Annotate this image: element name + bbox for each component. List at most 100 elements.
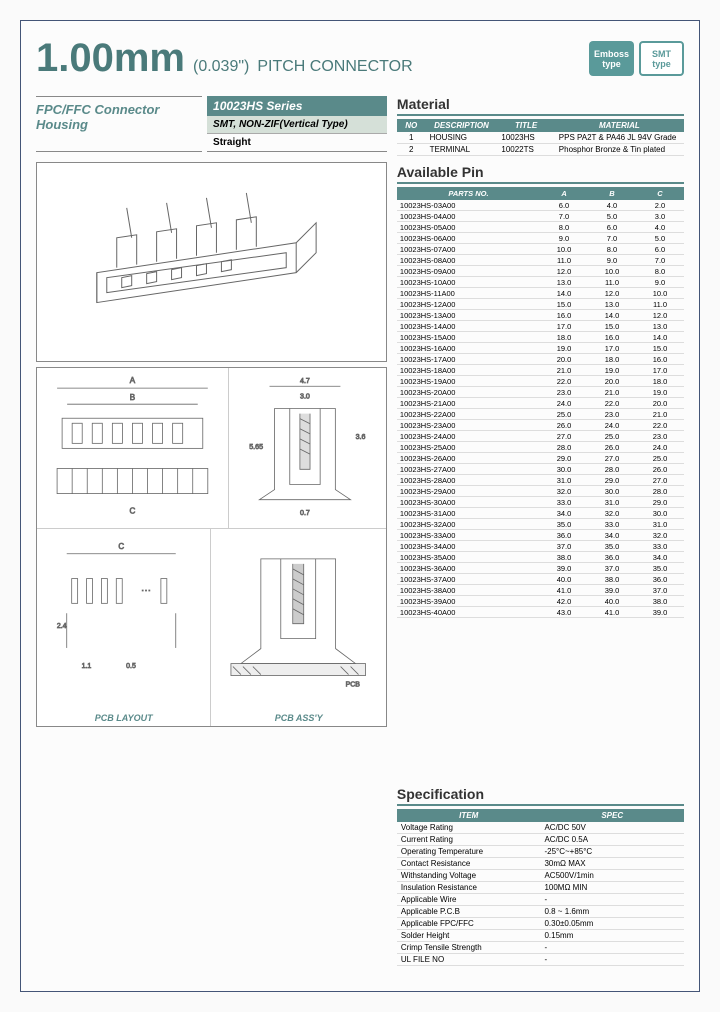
svg-text:5.65: 5.65 [249, 443, 263, 451]
series-type: SMT, NON-ZIF(Vertical Type) [207, 116, 387, 134]
pin-row: 10023HS-15A0018.016.014.0 [397, 332, 684, 343]
header: 1.00mm (0.039") PITCH CONNECTOR Emboss t… [36, 36, 684, 81]
spec-row: Crimp Tensile Strength- [397, 942, 684, 954]
pin-row: 10023HS-21A0024.022.020.0 [397, 398, 684, 409]
type-badges: Emboss type SMT type [589, 41, 684, 76]
svg-text:1.1: 1.1 [82, 663, 92, 670]
diagram-area: A B [36, 162, 387, 966]
spec-row: Voltage RatingAC/DC 50V [397, 822, 684, 834]
pin-row: 10023HS-38A0041.039.037.0 [397, 585, 684, 596]
pin-row: 10023HS-39A0042.040.038.0 [397, 596, 684, 607]
pcb-assy-view: PCB PCB ASS'Y [211, 529, 385, 726]
material-row: 2TERMINAL10022TSPhosphor Bronze & Tin pl… [397, 144, 684, 156]
spec-row: UL FILE NO- [397, 954, 684, 966]
spec-row: Operating Temperature-25°C~+85°C [397, 846, 684, 858]
right-column: Material NODESCRIPTIONTITLEMATERIAL 1HOU… [397, 96, 684, 966]
specification-table: ITEMSPEC Voltage RatingAC/DC 50VCurrent … [397, 809, 684, 966]
isometric-view [36, 162, 387, 362]
pin-row: 10023HS-03A006.04.02.0 [397, 200, 684, 211]
pin-row: 10023HS-16A0019.017.015.0 [397, 343, 684, 354]
pin-row: 10023HS-37A0040.038.036.0 [397, 574, 684, 585]
pin-row: 10023HS-27A0030.028.026.0 [397, 464, 684, 475]
pin-row: 10023HS-34A0037.035.033.0 [397, 541, 684, 552]
spec-row: Insulation Resistance100MΩ MIN [397, 882, 684, 894]
series-block: FPC/FFC Connector Housing 10023HS Series… [36, 96, 387, 152]
pin-row: 10023HS-09A0012.010.08.0 [397, 266, 684, 277]
table-header: PARTS NO. [397, 187, 540, 200]
pin-row: 10023HS-11A0014.012.010.0 [397, 288, 684, 299]
technical-views: A B [36, 367, 387, 727]
side-section-view: 4.7 3.0 [229, 368, 386, 528]
spec-row: Withstanding VoltageAC500V/1min [397, 870, 684, 882]
material-title: Material [397, 96, 684, 116]
page-frame: 1.00mm (0.039") PITCH CONNECTOR Emboss t… [20, 20, 700, 992]
table-header: NO [397, 119, 426, 132]
category-line1: FPC/FFC Connector [36, 102, 202, 117]
pin-row: 10023HS-17A0020.018.016.0 [397, 354, 684, 365]
specification-title: Specification [397, 786, 684, 806]
svg-text:A: A [130, 376, 136, 385]
pin-row: 10023HS-36A0039.037.035.0 [397, 563, 684, 574]
svg-text:C: C [130, 507, 136, 516]
left-column: FPC/FFC Connector Housing 10023HS Series… [36, 96, 387, 966]
front-view: A B [37, 368, 229, 528]
pin-row: 10023HS-04A007.05.03.0 [397, 211, 684, 222]
svg-text:⋯: ⋯ [141, 585, 151, 596]
spec-row: Solder Height0.15mm [397, 930, 684, 942]
svg-text:C: C [118, 542, 124, 551]
emboss-badge: Emboss type [589, 41, 634, 76]
datasheet-page: 1.00mm (0.039") PITCH CONNECTOR Emboss t… [0, 0, 720, 1012]
table-header: MATERIAL [555, 119, 684, 132]
pin-row: 10023HS-07A0010.08.06.0 [397, 244, 684, 255]
series-info: 10023HS Series SMT, NON-ZIF(Vertical Typ… [207, 96, 387, 152]
svg-text:0.5: 0.5 [126, 663, 136, 670]
specification-section: Specification ITEMSPEC Voltage RatingAC/… [397, 786, 684, 966]
pin-row: 10023HS-24A0027.025.023.0 [397, 431, 684, 442]
pcb-layout-view: C ⋯ [37, 529, 211, 726]
spec-row: Current RatingAC/DC 0.5A [397, 834, 684, 846]
table-header: SPEC [540, 809, 684, 822]
pcb-layout-drawing: C ⋯ [37, 529, 210, 707]
pcb-layout-label: PCB LAYOUT [95, 713, 153, 723]
material-table: NODESCRIPTIONTITLEMATERIAL 1HOUSING10023… [397, 119, 684, 156]
pitch-label: PITCH CONNECTOR [257, 58, 412, 76]
pin-row: 10023HS-31A0034.032.030.0 [397, 508, 684, 519]
table-header: C [636, 187, 684, 200]
pin-row: 10023HS-23A0026.024.022.0 [397, 420, 684, 431]
svg-text:0.7: 0.7 [300, 509, 310, 517]
connector-iso-drawing [37, 163, 386, 362]
pin-row: 10023HS-32A0035.033.031.0 [397, 519, 684, 530]
sub-pitch-size: (0.039") [193, 58, 249, 76]
svg-text:PCB: PCB [346, 682, 361, 689]
category-line2: Housing [36, 117, 202, 132]
svg-text:3.0: 3.0 [300, 392, 310, 400]
spec-row: Applicable Wire- [397, 894, 684, 906]
pin-row: 10023HS-12A0015.013.011.0 [397, 299, 684, 310]
table-header: A [540, 187, 588, 200]
pin-row: 10023HS-40A0043.041.039.0 [397, 607, 684, 618]
title-block: 1.00mm (0.039") PITCH CONNECTOR [36, 36, 413, 81]
svg-text:4.7: 4.7 [300, 377, 310, 385]
pcb-assy-label: PCB ASS'Y [275, 713, 323, 723]
main-pitch-size: 1.00mm [36, 36, 185, 81]
spec-row: Applicable P.C.B0.8 ~ 1.6mm [397, 906, 684, 918]
front-view-drawing: A B [37, 368, 228, 529]
spec-row: Contact Resistance30mΩ MAX [397, 858, 684, 870]
svg-text:2.4: 2.4 [57, 623, 67, 630]
table-header: TITLE [497, 119, 554, 132]
pcb-assy-drawing: PCB [211, 529, 385, 708]
pin-row: 10023HS-20A0023.021.019.0 [397, 387, 684, 398]
available-pin-title: Available Pin [397, 164, 684, 184]
pin-row: 10023HS-14A0017.015.013.0 [397, 321, 684, 332]
smt-badge: SMT type [639, 41, 684, 76]
pin-row: 10023HS-18A0021.019.017.0 [397, 365, 684, 376]
pin-row: 10023HS-29A0032.030.028.0 [397, 486, 684, 497]
pin-row: 10023HS-10A0013.011.09.0 [397, 277, 684, 288]
spec-row: Applicable FPC/FFC0.30±0.05mm [397, 918, 684, 930]
pin-row: 10023HS-06A009.07.05.0 [397, 233, 684, 244]
pin-row: 10023HS-05A008.06.04.0 [397, 222, 684, 233]
side-section-drawing: 4.7 3.0 [229, 368, 386, 530]
pin-row: 10023HS-13A0016.014.012.0 [397, 310, 684, 321]
table-header: DESCRIPTION [426, 119, 498, 132]
table-header: ITEM [397, 809, 541, 822]
